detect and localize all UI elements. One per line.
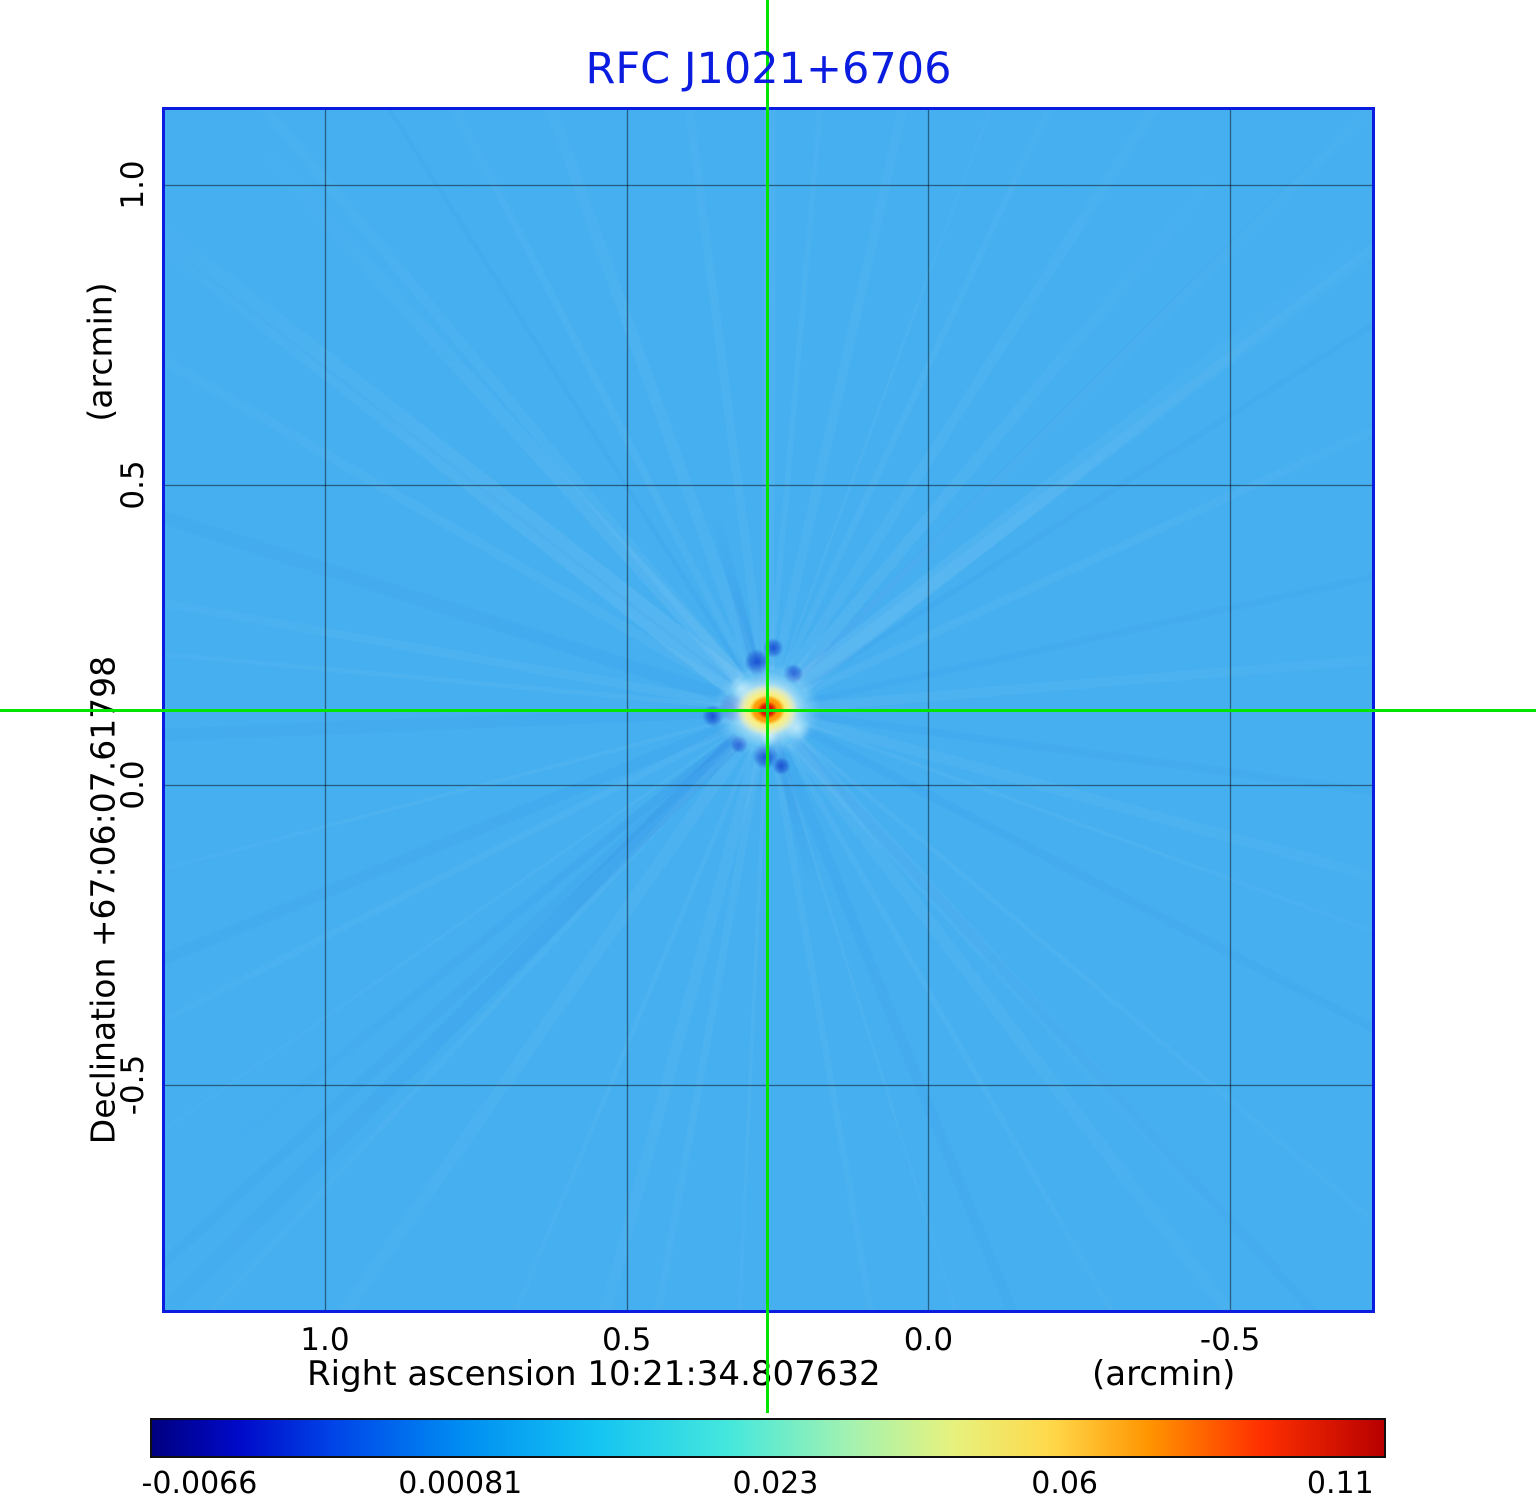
y-axis-unit-label: (arcmin) <box>80 282 120 422</box>
x-tick-label: 0.5 <box>602 1322 652 1358</box>
colorbar-tick-label: -0.0066 <box>141 1466 258 1501</box>
colorbar-tick-label: 0.06 <box>1031 1466 1099 1501</box>
x-tick-label: -0.5 <box>1199 1322 1261 1358</box>
x-tick-label: 0.0 <box>903 1322 954 1358</box>
crosshair-horizontal <box>0 708 1536 712</box>
y-tick-label: -0.5 <box>115 1054 151 1116</box>
x-axis-label: Right ascension 10:21:34.807632 <box>307 1354 881 1394</box>
y-tick-label: 0.0 <box>115 760 151 810</box>
x-axis-unit-label: (arcmin) <box>1092 1354 1236 1394</box>
crosshair-vertical <box>765 0 769 1413</box>
y-tick-label: 1.0 <box>115 160 151 210</box>
colorbar-tick-label: 0.11 <box>1306 1466 1374 1501</box>
colorbar-tick-label: 0.023 <box>732 1466 819 1501</box>
x-tick-label: 1.0 <box>300 1322 350 1358</box>
colorbar-tick-label: 0.00081 <box>398 1466 523 1501</box>
colorbar <box>150 1418 1386 1458</box>
y-tick-label: 0.5 <box>115 460 151 510</box>
colorbar-gradient <box>152 1420 1384 1456</box>
plot-title: RFC J1021+6706 <box>585 44 952 94</box>
